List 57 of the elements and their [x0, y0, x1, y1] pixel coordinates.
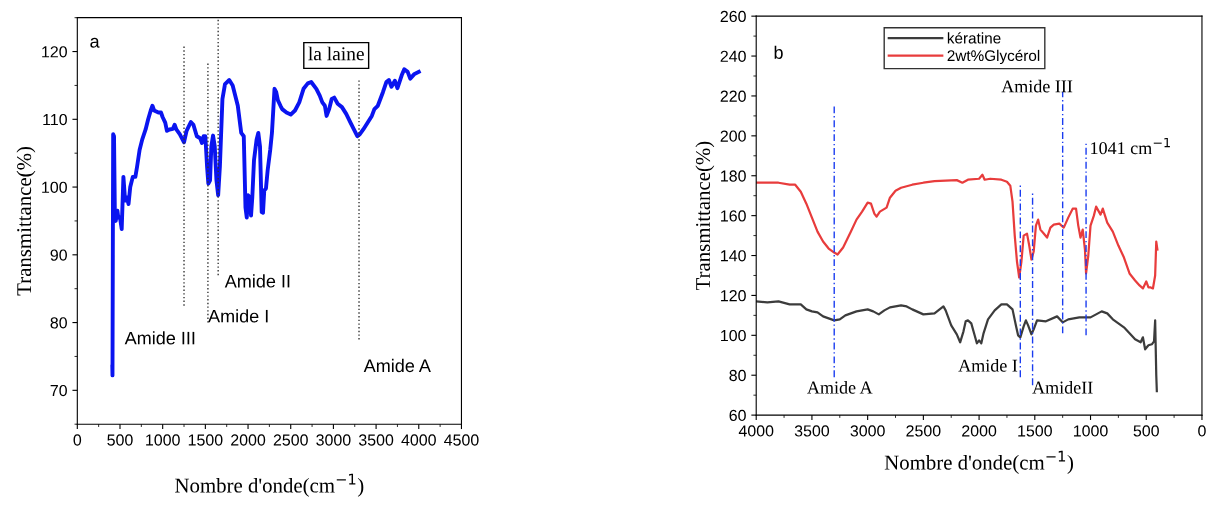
x-tick-label: 0 — [1198, 425, 1206, 437]
y-tick-label: 60 — [729, 409, 746, 422]
y-tick-label: 120 — [721, 290, 746, 302]
annotation: 1041 cm$^{−1}$ — [1091, 137, 1170, 155]
annotation: b — [774, 45, 783, 59]
y-tick-label: 180 — [721, 170, 746, 182]
legend-label: kératine — [947, 32, 1001, 44]
x-tick-label: 1500 — [1018, 425, 1052, 437]
y-tick-label: 70 — [50, 384, 67, 397]
y-tick-label: 80 — [729, 369, 746, 382]
y-axis-title: Transmittance(%) — [695, 141, 715, 291]
y-tick-label: 90 — [50, 249, 67, 261]
y-tick-label: 260 — [720, 10, 746, 23]
x-tick-label: 1000 — [1073, 425, 1108, 437]
x-tick-label: 3000 — [316, 434, 351, 446]
x-tick-label: 2000 — [231, 434, 266, 446]
x-tick-label: 4000 — [738, 425, 774, 437]
annotation: Amide III — [1001, 79, 1073, 93]
annotation: Amide A — [363, 358, 431, 373]
annotation: Amide II — [224, 274, 290, 288]
x-tick-label: 1500 — [188, 434, 223, 446]
y-tick-label: 200 — [720, 130, 746, 142]
x-tick-label: 3500 — [794, 425, 830, 437]
line-series — [756, 300, 1158, 393]
annotation: AmideII — [1032, 380, 1093, 394]
y-tick-label: 100 — [42, 181, 67, 194]
x-tick-label: 500 — [1133, 425, 1159, 437]
y-tick-label: 80 — [50, 317, 67, 329]
y-tick-label: 220 — [720, 90, 746, 102]
line-series — [110, 67, 421, 378]
line-series — [756, 173, 1159, 290]
y-tick-label: 240 — [720, 50, 746, 62]
annotation: Amide III — [124, 331, 195, 345]
x-tick-label: 2500 — [906, 425, 941, 437]
y-tick-label: 140 — [721, 250, 746, 262]
x-tick-label: 2500 — [273, 434, 308, 446]
annotation: a — [90, 37, 100, 48]
y-tick-label: 120 — [42, 46, 67, 58]
y-axis-title: Transmittance(%) — [16, 147, 36, 296]
annotation: la laine — [308, 46, 364, 61]
x-tick-label: 500 — [107, 434, 133, 446]
x-axis-title: Nombre d'onde(cm$^{−1}$) — [884, 450, 1074, 474]
x-tick-label: 0 — [73, 434, 82, 446]
x-tick-label: 2000 — [962, 425, 997, 437]
x-tick-label: 3500 — [358, 434, 394, 446]
x-tick-label: 4500 — [444, 434, 479, 446]
x-tick-label: 4000 — [401, 434, 436, 446]
annotation: Amide I — [958, 359, 1018, 372]
y-tick-label: 100 — [721, 329, 746, 342]
y-tick-label: 160 — [721, 210, 746, 222]
x-tick-label: 3000 — [850, 425, 885, 437]
y-tick-label: 110 — [43, 113, 67, 126]
x-tick-label: 1000 — [146, 434, 180, 446]
legend-label: 2wt%Glycérol — [947, 49, 1040, 65]
annotation: Amide I — [208, 309, 268, 323]
annotation: Amide A — [807, 380, 873, 394]
x-axis-title: Nombre d'onde(cm$^{−1}$) — [175, 473, 364, 497]
